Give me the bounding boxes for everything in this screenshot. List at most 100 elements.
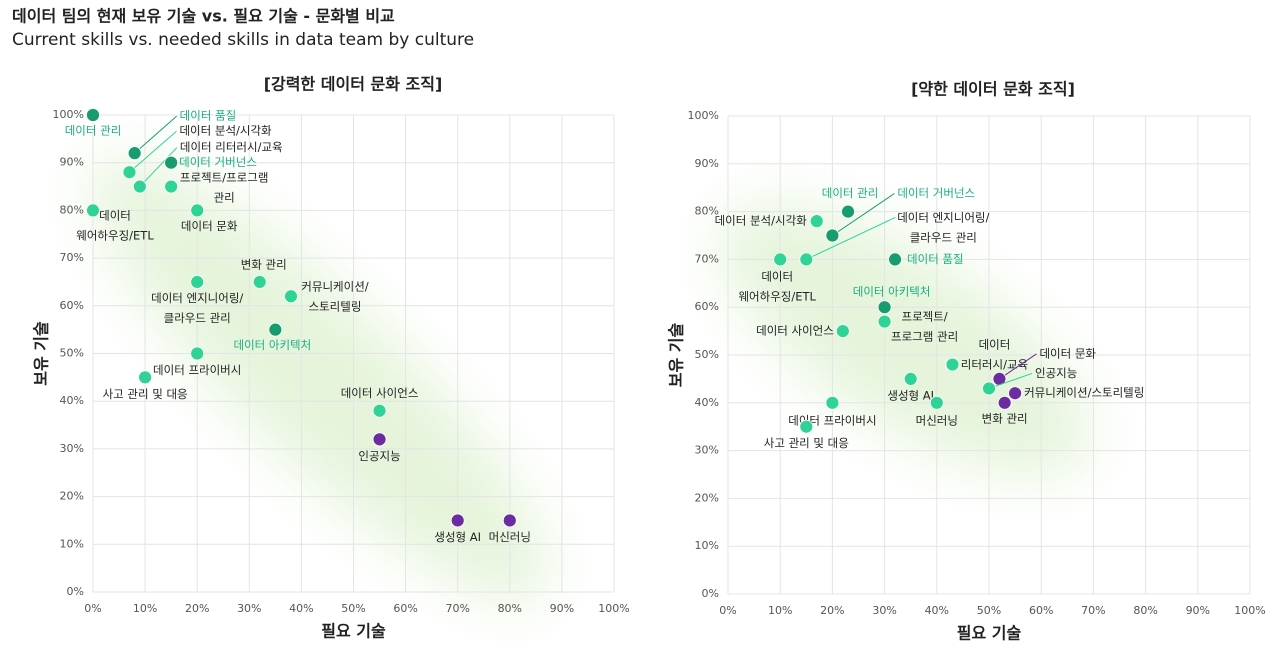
point: [929, 395, 944, 410]
point: [825, 395, 840, 410]
point-label: 생성형 AI: [434, 530, 481, 544]
leader-line: [999, 353, 1037, 380]
point-label: 데이터 사이언스: [341, 386, 419, 400]
x-tick-label: 60%: [393, 602, 417, 615]
point-label: 변화 관리: [982, 411, 1028, 425]
point-label: 데이터 관리: [65, 124, 122, 138]
point-label: 커뮤니케이션/스토리텔링: [1024, 386, 1144, 400]
point: [982, 381, 996, 396]
x-tick-label: 80%: [498, 602, 522, 615]
point: [86, 108, 100, 122]
point: [888, 252, 902, 267]
y-tick-label: 50%: [695, 348, 719, 361]
point: [132, 179, 147, 194]
x-tick-label: 50%: [341, 602, 365, 615]
x-tick-label: 90%: [1186, 604, 1210, 617]
leader-line: [988, 372, 1033, 389]
point: [122, 165, 137, 180]
x-tick-label: 90%: [550, 602, 574, 615]
point-label: 데이터 리터러시/교육: [961, 337, 1028, 371]
point-label: 데이터 엔지니어링/클라우드 관리: [897, 210, 989, 244]
y-tick-label: 100%: [688, 109, 719, 122]
x-tick-label: 20%: [820, 604, 844, 617]
y-tick-label: 40%: [60, 394, 84, 407]
point: [164, 155, 179, 170]
y-tick-label: 100%: [53, 108, 84, 121]
point: [809, 214, 824, 229]
cluster-shade: [718, 202, 1092, 478]
y-tick-label: 10%: [60, 537, 84, 550]
page-title: 데이터 팀의 현재 보유 기술 vs. 필요 기술 - 문화별 비교: [12, 7, 395, 26]
point-label: 데이터 프라이버시: [153, 363, 241, 377]
point: [450, 513, 465, 528]
y-tick-label: 70%: [60, 251, 84, 264]
point-label: 데이터 엔지니어링/클라우드 관리: [151, 290, 243, 324]
point-label: 데이터 거버넌스: [897, 186, 975, 200]
point-label: 커뮤니케이션/스토리텔링: [301, 279, 368, 313]
y-tick-label: 60%: [695, 300, 719, 313]
x-axis-title: 필요 기술: [957, 624, 1022, 643]
point: [1008, 386, 1022, 401]
point: [877, 314, 892, 329]
point-label: 데이터 분석/시각화: [715, 214, 808, 228]
x-tick-label: 100%: [1234, 604, 1265, 617]
point-label: 데이터 분석/시각화: [179, 124, 272, 138]
y-tick-label: 50%: [60, 347, 84, 360]
point-label: 데이터 품질: [180, 109, 237, 123]
point: [86, 203, 100, 218]
x-tick-label: 100%: [598, 602, 629, 615]
leader-line: [129, 130, 177, 173]
point: [773, 252, 788, 267]
point-label: 데이터 관리: [822, 186, 879, 200]
point: [997, 395, 1012, 410]
leader-line: [832, 193, 895, 236]
x-tick-label: 70%: [445, 602, 469, 615]
point-label: 데이터 거버넌스: [179, 155, 257, 169]
page-subtitle: Current skills vs. needed skills in data…: [12, 30, 474, 50]
point: [252, 275, 267, 289]
point-label: 사고 관리 및 대응: [764, 436, 849, 450]
leader-line: [139, 147, 178, 187]
point-label: 인공지능: [1035, 366, 1077, 380]
point: [799, 419, 814, 434]
point: [835, 324, 850, 339]
point-label: 데이터 사이언스: [756, 324, 834, 338]
point-label: 머신러닝: [916, 413, 958, 427]
point: [825, 228, 840, 243]
point: [190, 275, 205, 289]
point-label: 데이터 품질: [907, 252, 964, 266]
point-label: 데이터 문화: [181, 219, 238, 233]
point: [502, 513, 517, 528]
point-label: 데이터 아키텍처: [233, 338, 311, 352]
point: [903, 371, 918, 386]
leader-line: [806, 216, 896, 260]
point: [127, 146, 142, 161]
x-tick-label: 0%: [84, 602, 101, 615]
x-tick-label: 30%: [237, 602, 261, 615]
x-tick-label: 80%: [1133, 604, 1157, 617]
x-axis-title: 필요 기술: [321, 622, 386, 641]
point: [284, 289, 298, 304]
point: [268, 322, 283, 337]
y-tick-label: 40%: [695, 396, 719, 409]
point: [799, 252, 814, 267]
y-tick-label: 90%: [695, 157, 719, 170]
y-tick-label: 30%: [60, 442, 84, 455]
x-tick-label: 10%: [133, 602, 157, 615]
point-label: 생성형 AI: [887, 388, 934, 402]
x-tick-label: 50%: [977, 604, 1001, 617]
point-label: 데이터 리터러시/교육: [180, 140, 283, 154]
point-label: 프로젝트/프로그램 관리: [891, 309, 958, 343]
x-tick-label: 60%: [1029, 604, 1053, 617]
y-tick-label: 30%: [695, 444, 719, 457]
y-tick-label: 90%: [60, 156, 84, 169]
x-tick-label: 0%: [719, 604, 736, 617]
y-tick-label: 80%: [60, 203, 84, 216]
y-axis-title: 보유 기술: [667, 322, 686, 387]
point-label: 사고 관리 및 대응: [103, 387, 188, 401]
y-tick-label: 10%: [695, 539, 719, 552]
y-tick-label: 20%: [695, 491, 719, 504]
y-tick-label: 60%: [60, 299, 84, 312]
point-label: 프로젝트/프로그램 관리: [180, 170, 269, 204]
